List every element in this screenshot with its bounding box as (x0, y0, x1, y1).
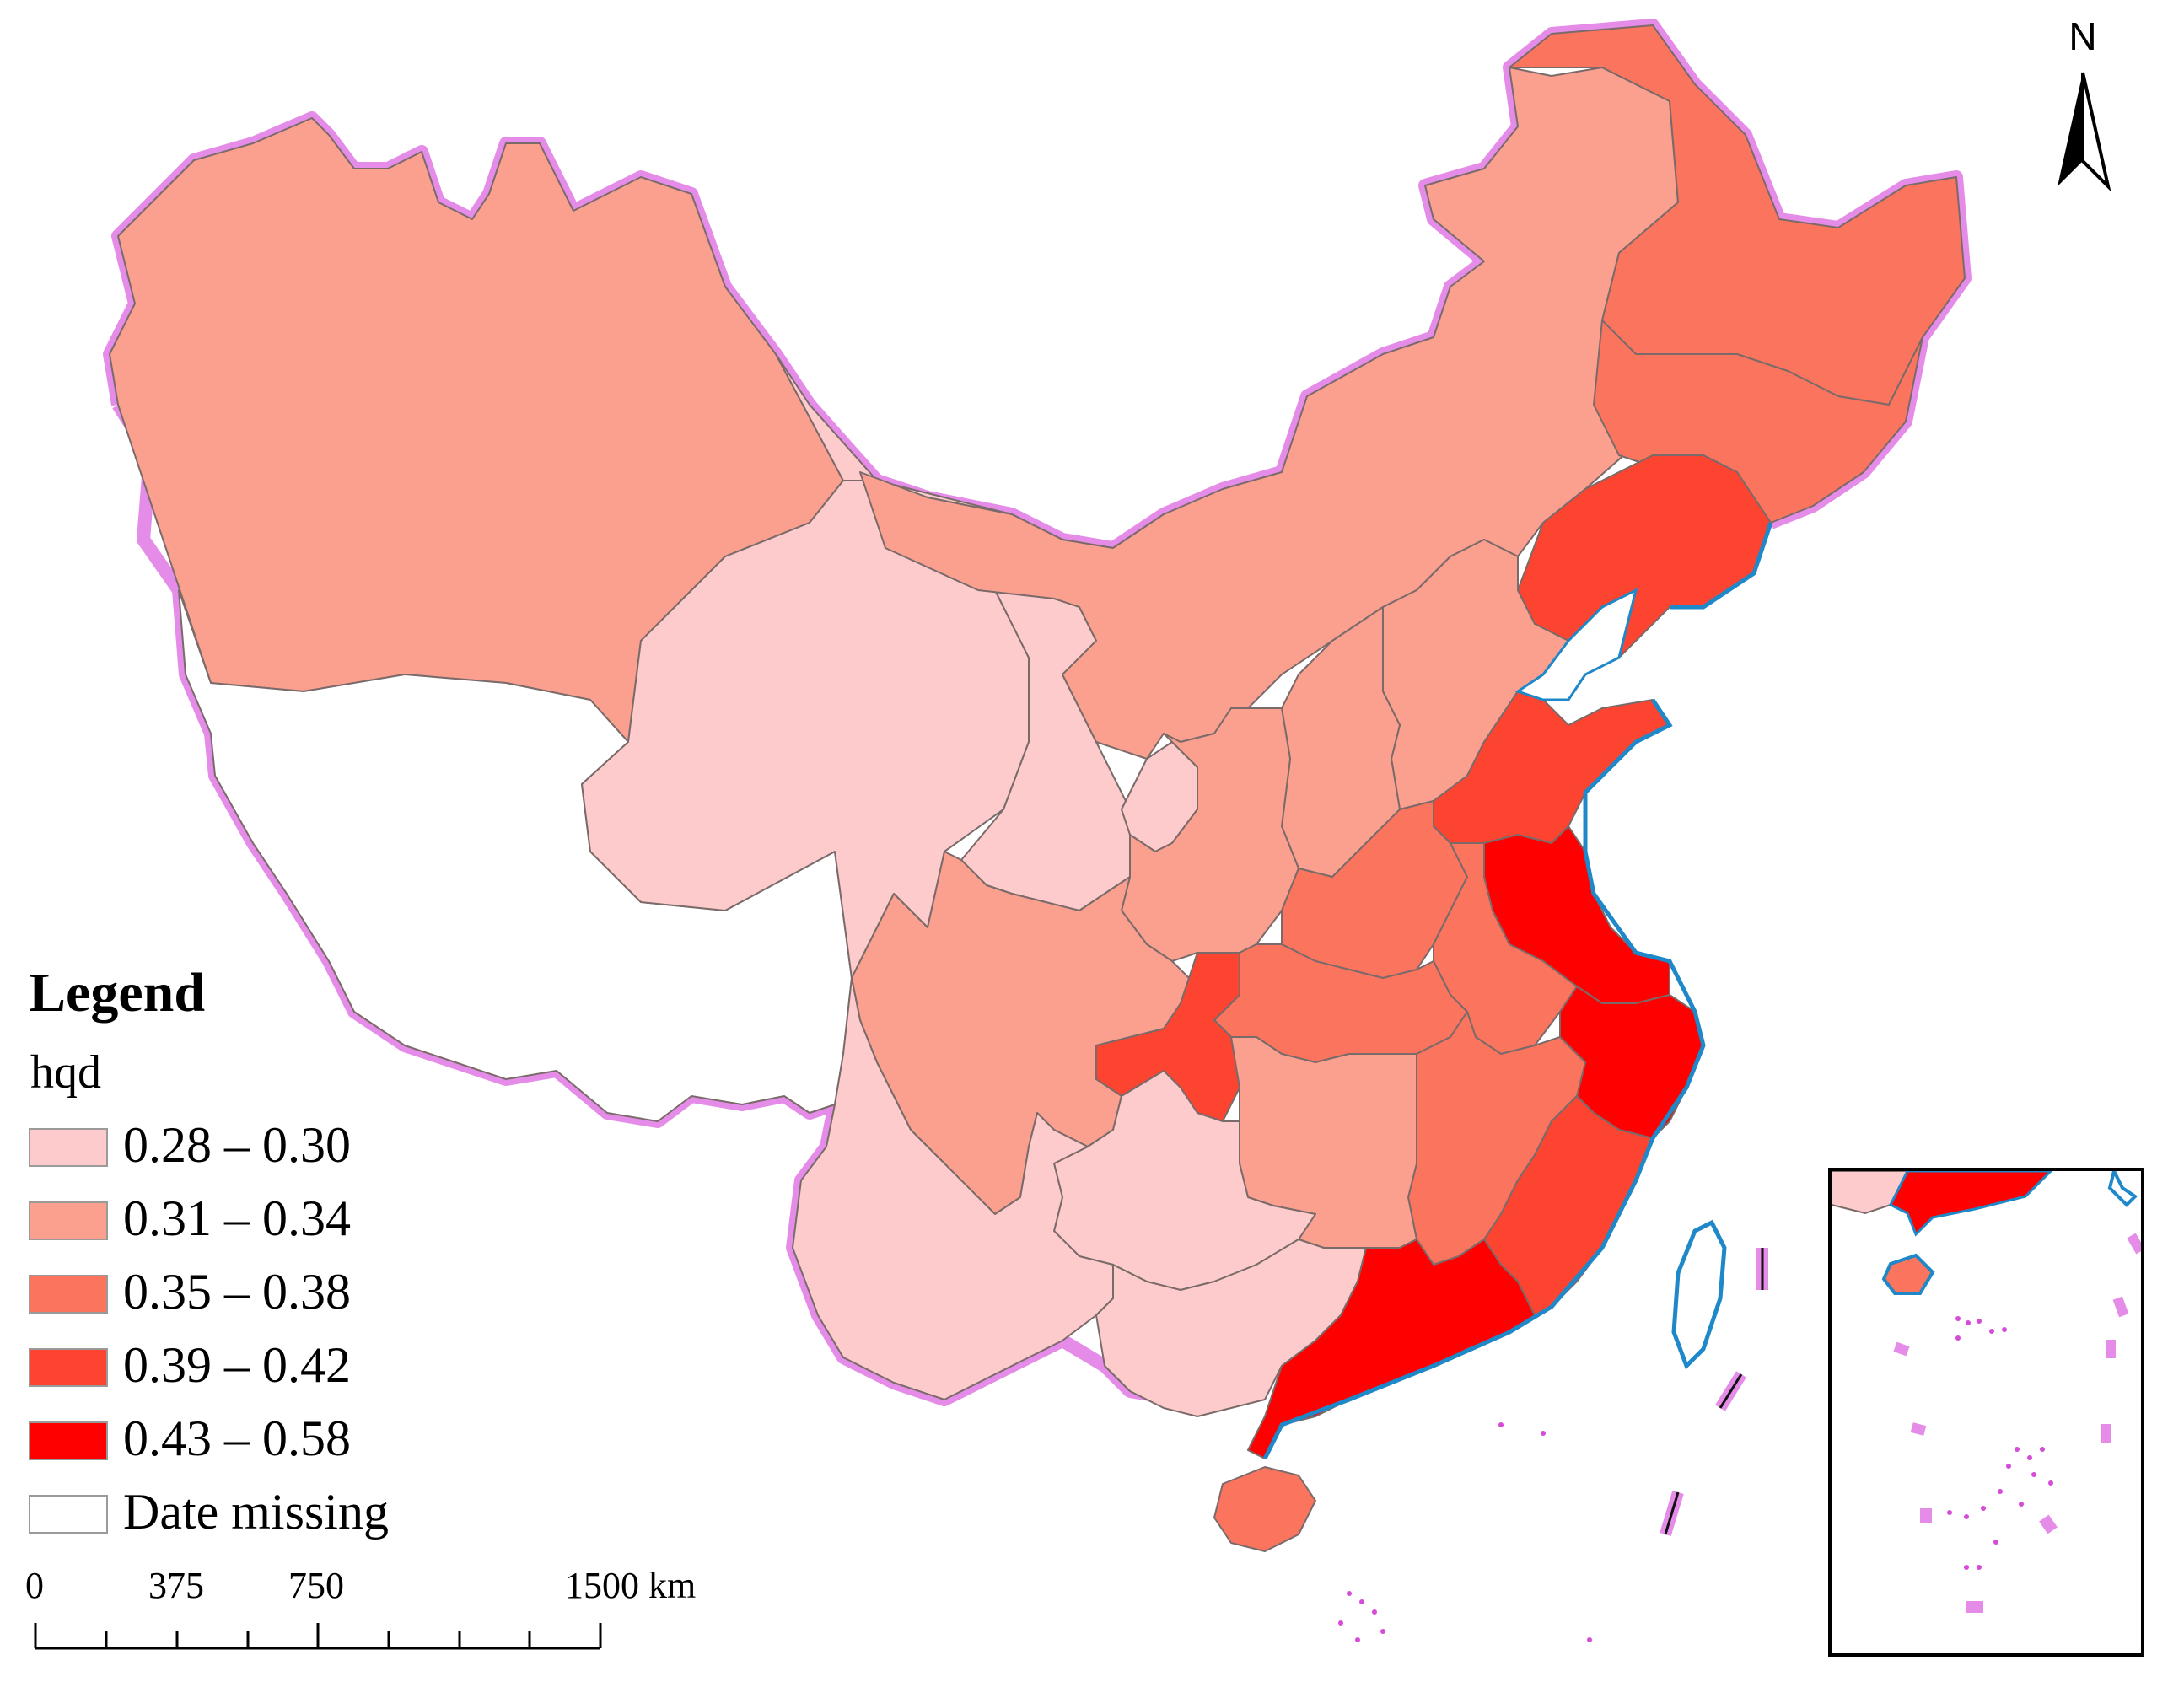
south-china-sea-islands (1338, 1422, 1592, 1642)
inset-mainland (1832, 1171, 1909, 1215)
legend-label: Date missing (123, 1484, 389, 1540)
scale-tick-label: 1500 km (565, 1565, 697, 1606)
inset-islands (1947, 1316, 2053, 1570)
inset-map (1832, 1171, 2141, 1613)
maritime-boundary-2-line (1719, 1373, 1743, 1409)
region-taiwan (1671, 1219, 1727, 1370)
north-arrow-icon (2058, 72, 2111, 192)
legend: Legend hqd 0.28 – 0.30 0.31 – 0.34 0.35 – … (29, 961, 568, 1551)
north-letter: N (2068, 14, 2097, 58)
scale-tick-label: 750 (288, 1565, 344, 1606)
south-china-sea-inset (1828, 1168, 2144, 1657)
inset-boundary-dashes (1893, 1233, 2141, 1613)
legend-swatch (29, 1128, 108, 1167)
north-arrow: N (2041, 13, 2125, 199)
inset-guangdong (1888, 1171, 2053, 1237)
region-yunnan (792, 977, 1114, 1400)
legend-title: Legend (29, 962, 206, 1024)
inset-hainan (1881, 1253, 1935, 1295)
legend-label: 0.39 – 0.42 (123, 1337, 351, 1393)
legend-label: 0.43 – 0.58 (123, 1411, 351, 1466)
bohai-sea (1514, 588, 1638, 701)
legend-swatch (29, 1275, 108, 1314)
legend-swatch (29, 1348, 108, 1387)
legend-swatch (29, 1421, 108, 1460)
scale-bar-graphic (34, 1623, 602, 1650)
legend-field-name: hqd (30, 1046, 101, 1099)
legend-label: 0.28 – 0.30 (123, 1117, 351, 1173)
legend-label: 0.35 – 0.38 (123, 1264, 351, 1319)
coastline (1262, 522, 1773, 1460)
maritime-boundary-3-line (1664, 1491, 1680, 1535)
inset-taiwan-coast (2107, 1171, 2138, 1207)
scale-bar: 0 375 750 1500 km (25, 1564, 696, 1665)
scale-tick-label: 0 (25, 1565, 44, 1606)
legend-label: 0.31 – 0.34 (123, 1190, 351, 1246)
region-hainan (1213, 1466, 1316, 1552)
scale-tick-label: 375 (148, 1565, 204, 1606)
legend-swatch (29, 1495, 108, 1534)
legend-swatch (29, 1201, 108, 1240)
